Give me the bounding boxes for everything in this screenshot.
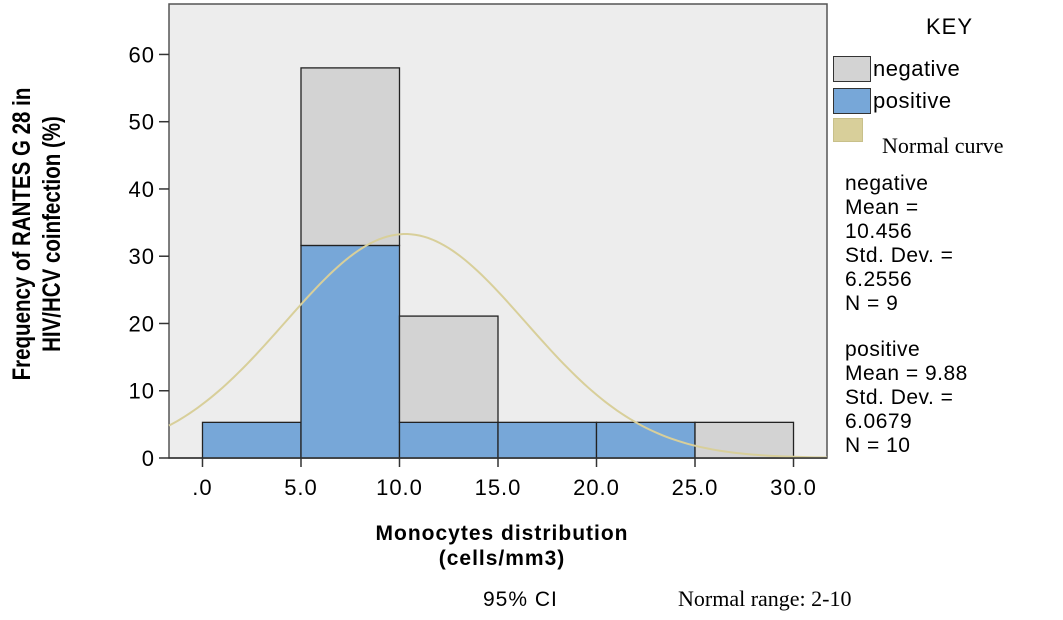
summary-statistics: negative Mean = 10.456 Std. Dev. = 6.255… [845,172,1060,458]
x-tick-label: 5.0 [284,475,318,500]
x-tick-label: 15.0 [475,475,522,500]
legend-title: KEY [926,14,974,39]
y-tick-label: 40 [129,177,155,202]
y-tick-label: 0 [142,446,155,471]
stats-positive-mean: Mean = 9.88 [845,362,968,385]
stats-negative-mean: 10.456 [845,220,913,243]
stats-positive-sd-label: Std. Dev. = [845,386,954,409]
bar-negative-10-15 [398,315,499,424]
y-tick-label: 50 [129,110,155,135]
stats-negative-mean-label: Mean = [845,196,919,219]
y-tick-label: 30 [129,244,155,269]
bar-positive-15-20 [497,421,598,459]
x-axis-title-line2: (cells/mm3) [439,547,566,570]
x-tick-label: .0 [192,475,212,500]
x-axis: .0 5.0 10.0 15.0 20.0 25.0 30.0 [192,458,817,500]
legend-item-negative: negative [833,56,960,82]
x-tick-label: 25.0 [672,475,719,500]
stats-positive-sd: 6.0679 [845,410,913,433]
stats-negative-n: N = 9 [845,292,899,315]
legend-swatch-positive [833,88,871,114]
legend-label-positive: positive [873,88,952,113]
legend-item-positive: positive [833,88,952,114]
y-axis-title-line1: Frequency of RANTES G 28 in [7,88,35,381]
legend-label-negative: negative [873,56,961,81]
legend-swatch-negative [833,56,871,82]
stats-positive-n: N = 10 [845,434,911,457]
normal-curve-line [168,233,828,459]
bar-positive-10-15 [398,421,499,459]
normal-range-label: Normal range: 2-10 [678,586,852,611]
y-axis-title-line2: HIV/HCV coinfection (%) [37,116,65,352]
stats-positive-group: positive [845,338,921,361]
x-tick-label: 20.0 [573,475,620,500]
bar-negative-25-30 [694,421,795,459]
y-axis: 0 10 20 30 40 50 60 [129,42,169,471]
x-tick-label: 10.0 [376,475,423,500]
y-tick-label: 20 [129,311,155,336]
legend-swatch-normal-curve [833,118,863,142]
x-axis-title-line1: Monocytes distribution [376,522,629,545]
y-tick-label: 10 [129,379,155,404]
stats-negative-sd: 6.2556 [845,268,913,291]
legend-label-normal-curve: Normal curve [882,133,1004,158]
x-tick-label: 30.0 [770,475,817,500]
bar-positive-0-5 [201,421,302,459]
bars-layer [201,67,795,459]
bar-negative-5-10 [300,67,401,247]
confidence-interval-label: 95% CI [483,588,558,611]
y-tick-label: 60 [129,42,155,67]
stats-negative-group: negative [845,172,929,195]
stats-negative-sd-label: Std. Dev. = [845,244,954,267]
bar-positive-5-10 [300,244,401,459]
